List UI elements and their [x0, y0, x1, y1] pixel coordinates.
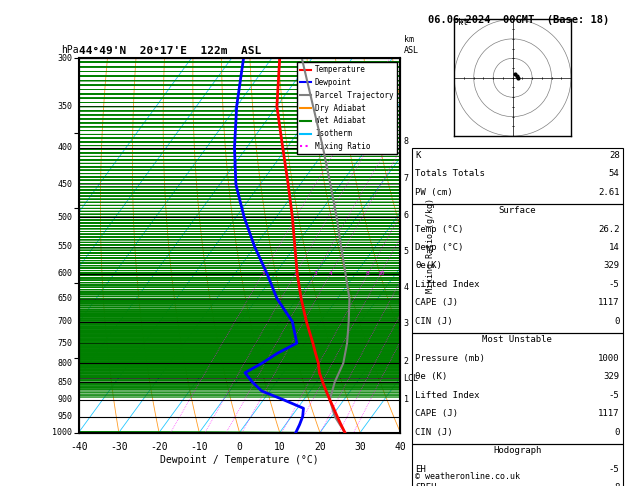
Text: 44°49'N  20°17'E  122m  ASL: 44°49'N 20°17'E 122m ASL [79, 46, 261, 56]
Text: 2: 2 [404, 357, 409, 366]
Text: 8: 8 [404, 137, 409, 146]
Text: 850: 850 [57, 378, 72, 386]
Text: CIN (J): CIN (J) [415, 428, 453, 437]
Text: 4: 4 [404, 283, 409, 293]
Text: 0: 0 [237, 442, 242, 452]
Text: hPa: hPa [61, 45, 79, 54]
Text: 7: 7 [404, 174, 409, 183]
Text: 2: 2 [294, 271, 298, 276]
Text: CAPE (J): CAPE (J) [415, 298, 458, 308]
Text: 20: 20 [314, 442, 326, 452]
Legend: Temperature, Dewpoint, Parcel Trajectory, Dry Adiabat, Wet Adiabat, Isotherm, Mi: Temperature, Dewpoint, Parcel Trajectory… [296, 62, 396, 154]
Text: 1000: 1000 [598, 354, 620, 363]
Text: Surface: Surface [499, 206, 536, 215]
Text: 14: 14 [609, 243, 620, 252]
Text: 1: 1 [404, 395, 409, 404]
Text: kt: kt [458, 18, 468, 27]
Text: LCL: LCL [404, 374, 419, 383]
Text: 329: 329 [603, 372, 620, 382]
Text: 10: 10 [274, 442, 286, 452]
Text: Dewpoint / Temperature (°C): Dewpoint / Temperature (°C) [160, 455, 319, 465]
Text: 3: 3 [404, 319, 409, 329]
Text: km
ASL: km ASL [404, 35, 419, 54]
Text: 950: 950 [57, 412, 72, 421]
Text: Most Unstable: Most Unstable [482, 335, 552, 345]
Text: 500: 500 [57, 212, 72, 222]
Text: SREH: SREH [415, 483, 437, 486]
Text: 1000: 1000 [52, 428, 72, 437]
Text: 6: 6 [404, 211, 409, 220]
Text: 350: 350 [57, 102, 72, 111]
Text: Mixing Ratio (g/kg): Mixing Ratio (g/kg) [426, 198, 435, 293]
Text: 8: 8 [614, 483, 620, 486]
Text: 400: 400 [57, 143, 72, 152]
Text: θe (K): θe (K) [415, 372, 447, 382]
Text: Pressure (mb): Pressure (mb) [415, 354, 485, 363]
Text: 28: 28 [609, 151, 620, 160]
Text: 40: 40 [394, 442, 406, 452]
Text: © weatheronline.co.uk: © weatheronline.co.uk [415, 472, 520, 481]
Text: CIN (J): CIN (J) [415, 317, 453, 326]
Text: -30: -30 [110, 442, 128, 452]
Text: 26.2: 26.2 [598, 225, 620, 234]
Text: Temp (°C): Temp (°C) [415, 225, 464, 234]
Text: 3: 3 [314, 271, 318, 276]
Text: 30: 30 [354, 442, 366, 452]
Text: -5: -5 [609, 280, 620, 289]
Text: 800: 800 [57, 359, 72, 368]
Text: 1: 1 [261, 271, 265, 276]
Text: 329: 329 [603, 261, 620, 271]
Text: 600: 600 [57, 269, 72, 278]
Text: Lifted Index: Lifted Index [415, 280, 480, 289]
Text: 0: 0 [614, 428, 620, 437]
Text: 2.61: 2.61 [598, 188, 620, 197]
Text: 1117: 1117 [598, 298, 620, 308]
Text: 1117: 1117 [598, 409, 620, 418]
Text: 10: 10 [377, 271, 384, 276]
Text: Dewp (°C): Dewp (°C) [415, 243, 464, 252]
Text: 550: 550 [57, 242, 72, 251]
Text: 0: 0 [614, 317, 620, 326]
Text: Lifted Index: Lifted Index [415, 391, 480, 400]
Text: K: K [415, 151, 421, 160]
Text: PW (cm): PW (cm) [415, 188, 453, 197]
Text: -5: -5 [609, 391, 620, 400]
Text: 750: 750 [57, 339, 72, 347]
Text: EH: EH [415, 465, 426, 474]
Text: -5: -5 [609, 465, 620, 474]
Text: 700: 700 [57, 317, 72, 326]
Text: Hodograph: Hodograph [493, 446, 542, 455]
Text: 06.06.2024  00GMT  (Base: 18): 06.06.2024 00GMT (Base: 18) [428, 15, 609, 25]
Text: 4: 4 [328, 271, 332, 276]
Text: 900: 900 [57, 395, 72, 404]
Text: -10: -10 [191, 442, 208, 452]
Text: 450: 450 [57, 180, 72, 189]
Text: 54: 54 [609, 169, 620, 178]
Text: -40: -40 [70, 442, 87, 452]
Text: 650: 650 [57, 294, 72, 303]
Text: 5: 5 [404, 247, 409, 256]
Text: CAPE (J): CAPE (J) [415, 409, 458, 418]
Text: 8: 8 [366, 271, 370, 276]
Text: θe(K): θe(K) [415, 261, 442, 271]
Text: -20: -20 [150, 442, 168, 452]
Text: 300: 300 [57, 54, 72, 63]
Text: Totals Totals: Totals Totals [415, 169, 485, 178]
